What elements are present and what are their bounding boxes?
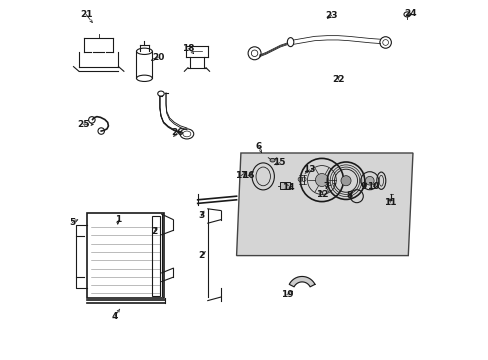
Text: 20: 20 (152, 53, 164, 62)
Text: 4: 4 (111, 311, 118, 320)
Text: 24: 24 (403, 9, 416, 18)
Bar (87, 213, 164, 298)
Text: 16: 16 (242, 171, 254, 180)
Text: 12: 12 (315, 190, 327, 199)
Text: 18: 18 (182, 44, 195, 53)
Text: 8: 8 (346, 191, 352, 200)
Text: 7: 7 (323, 182, 329, 191)
Ellipse shape (269, 158, 275, 162)
Text: 13: 13 (303, 165, 315, 174)
Bar (151, 216, 159, 296)
Text: 22: 22 (332, 76, 345, 85)
Text: 11: 11 (383, 198, 396, 207)
Text: 19: 19 (280, 290, 293, 299)
Circle shape (340, 176, 350, 186)
Text: 14: 14 (282, 183, 294, 192)
Text: 26: 26 (171, 128, 184, 137)
Text: 6: 6 (255, 143, 262, 152)
Circle shape (365, 176, 373, 185)
Text: 5: 5 (69, 218, 75, 227)
Text: 2: 2 (198, 251, 204, 260)
Text: 25: 25 (77, 120, 89, 129)
Text: 21: 21 (80, 10, 92, 19)
Polygon shape (236, 153, 412, 256)
Polygon shape (289, 276, 314, 287)
Text: 10: 10 (366, 182, 379, 191)
Text: 23: 23 (325, 10, 337, 19)
Text: 17: 17 (234, 171, 247, 180)
Text: 2: 2 (151, 227, 157, 236)
Text: 9: 9 (360, 182, 366, 191)
Bar (279, 182, 289, 189)
Circle shape (315, 174, 328, 186)
Text: 1: 1 (114, 215, 121, 224)
Text: 3: 3 (198, 211, 204, 220)
Text: 15: 15 (273, 158, 285, 167)
